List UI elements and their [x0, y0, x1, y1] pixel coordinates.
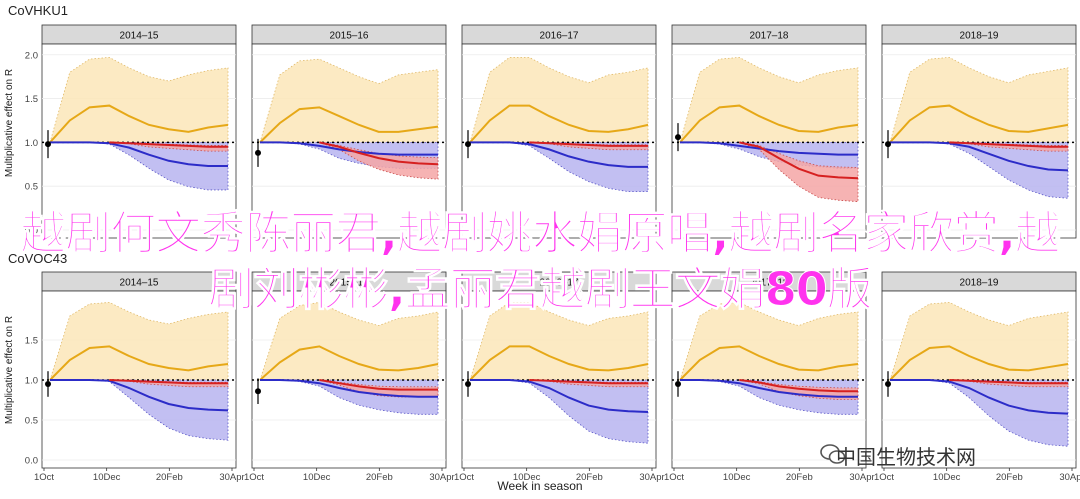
overlay-caption: 越剧何文秀陈丽君,越剧姚水娟原唱,越剧名家欣赏,越剧刘彬彬,孟丽君越剧王文娟80…: [20, 206, 1061, 317]
y-tick-label: 1.5: [25, 336, 38, 347]
series-line-red: [949, 379, 1068, 385]
initial-point: [675, 134, 681, 141]
panel-strip-label: 2014–15: [120, 278, 159, 289]
x-tick-label: 20Feb: [786, 472, 813, 483]
chart-title-bottom: CoVOC43: [8, 251, 68, 266]
ribbon-yellow: [889, 301, 1069, 381]
panel-strip-label: 2015–16: [330, 31, 369, 42]
series-line-red: [319, 141, 439, 166]
series-line-blue: [470, 379, 649, 413]
chart-title-top: CoVHKU1: [8, 3, 68, 18]
x-tick-label: 10Dec: [933, 472, 961, 483]
initial-point: [885, 141, 891, 148]
x-tick-label: 1Oct: [454, 472, 474, 483]
ribbon-blue: [50, 141, 229, 191]
series-line-yellow: [259, 106, 439, 144]
ribbon-yellow: [469, 56, 649, 143]
panel-strip-label: 2017–18: [750, 278, 789, 289]
initial-point: [45, 381, 51, 387]
series-line-blue: [260, 379, 438, 398]
series-line-red: [529, 379, 648, 385]
initial-point: [465, 381, 471, 387]
series-line-yellow: [259, 345, 439, 381]
y-tick-label: 0.0: [25, 226, 38, 237]
x-tick-label: 1Oct: [244, 472, 264, 483]
series-line-blue: [50, 379, 229, 412]
x-tick-label: 10Dec: [513, 472, 541, 483]
x-tick-label: 20Feb: [366, 472, 393, 483]
x-tick-label: 30Apr: [429, 472, 454, 483]
panel-strip-label: 2016–17: [540, 278, 579, 289]
y-tick-label: 2.0: [25, 50, 38, 61]
x-tick-label: 30Apr: [849, 472, 874, 483]
series-line-yellow: [889, 345, 1069, 381]
ribbon-yellow: [469, 302, 649, 381]
initial-point: [885, 381, 891, 387]
ribbon-blue: [50, 379, 229, 441]
x-tick-label: 10Dec: [303, 472, 331, 483]
series-line-red: [529, 141, 648, 147]
x-tick-label: 10Dec: [723, 472, 751, 483]
series-line-red: [319, 379, 438, 391]
series-line-blue: [680, 141, 858, 156]
ribbon-yellow: [679, 301, 859, 381]
series-line-yellow: [49, 104, 229, 144]
y-tick-label: 1.5: [25, 94, 38, 105]
x-tick-label: 30Apr: [1059, 472, 1080, 483]
panel-strip-label: 2015–16: [330, 278, 369, 289]
panel-strip-label: 2014–15: [120, 31, 159, 42]
ribbon-yellow: [679, 56, 859, 143]
panel-strip-label: 2017–18: [750, 31, 789, 42]
x-tick-label: 30Apr: [219, 472, 244, 483]
y-axis-label: Multiplicative effect on R: [4, 316, 15, 424]
initial-point: [465, 141, 471, 148]
ribbon-red: [739, 141, 859, 203]
initial-point: [45, 141, 51, 148]
ribbon-yellow: [889, 56, 1069, 143]
ribbon-blue: [470, 379, 649, 444]
series-line-red: [739, 141, 859, 180]
y-tick-label: 1.0: [25, 376, 38, 387]
x-tick-label: 1Oct: [664, 472, 684, 483]
series-line-yellow: [679, 345, 859, 381]
x-tick-label: 20Feb: [576, 472, 603, 483]
watermark-text: 中国生物技术网: [836, 445, 976, 469]
x-tick-label: 20Feb: [156, 472, 183, 483]
x-tick-label: 1Oct: [34, 472, 54, 483]
series-line-yellow: [469, 345, 649, 381]
series-line-red: [739, 379, 858, 393]
series-line-red: [109, 141, 228, 148]
initial-point: [675, 381, 681, 387]
series-line-yellow: [889, 104, 1069, 144]
x-axis-label: Week in season: [497, 479, 583, 493]
ribbon-blue: [470, 141, 649, 193]
panel-strip-label: 2018–19: [960, 31, 999, 42]
y-tick-label: 1.0: [25, 138, 38, 149]
y-tick-label: 0.5: [25, 416, 38, 427]
series-line-blue: [890, 141, 1069, 172]
series-line-blue: [470, 141, 648, 168]
series-line-yellow: [679, 104, 859, 144]
ribbon-blue: [890, 141, 1069, 199]
initial-point: [255, 149, 261, 156]
series-line-blue: [890, 379, 1069, 415]
y-tick-label: 0.5: [25, 182, 38, 193]
x-tick-label: 10Dec: [93, 472, 121, 483]
series-line-blue: [50, 141, 228, 168]
initial-point: [255, 388, 261, 395]
series-line-yellow: [49, 345, 229, 381]
x-tick-label: 1Oct: [874, 472, 894, 483]
y-tick-label: 0.0: [25, 456, 38, 467]
panel-strip-label: 2018–19: [960, 278, 999, 289]
series-line-yellow: [469, 104, 649, 144]
wechat-logo-icon: [820, 444, 846, 464]
series-line-red: [109, 379, 228, 385]
series-line-red: [949, 141, 1068, 148]
x-tick-label: 30Apr: [639, 472, 664, 483]
x-tick-label: 20Feb: [996, 472, 1023, 483]
panel-strip-label: 2016–17: [540, 31, 579, 42]
series-line-blue: [680, 379, 858, 398]
y-axis-label: Multiplicative effect on R: [4, 69, 15, 177]
